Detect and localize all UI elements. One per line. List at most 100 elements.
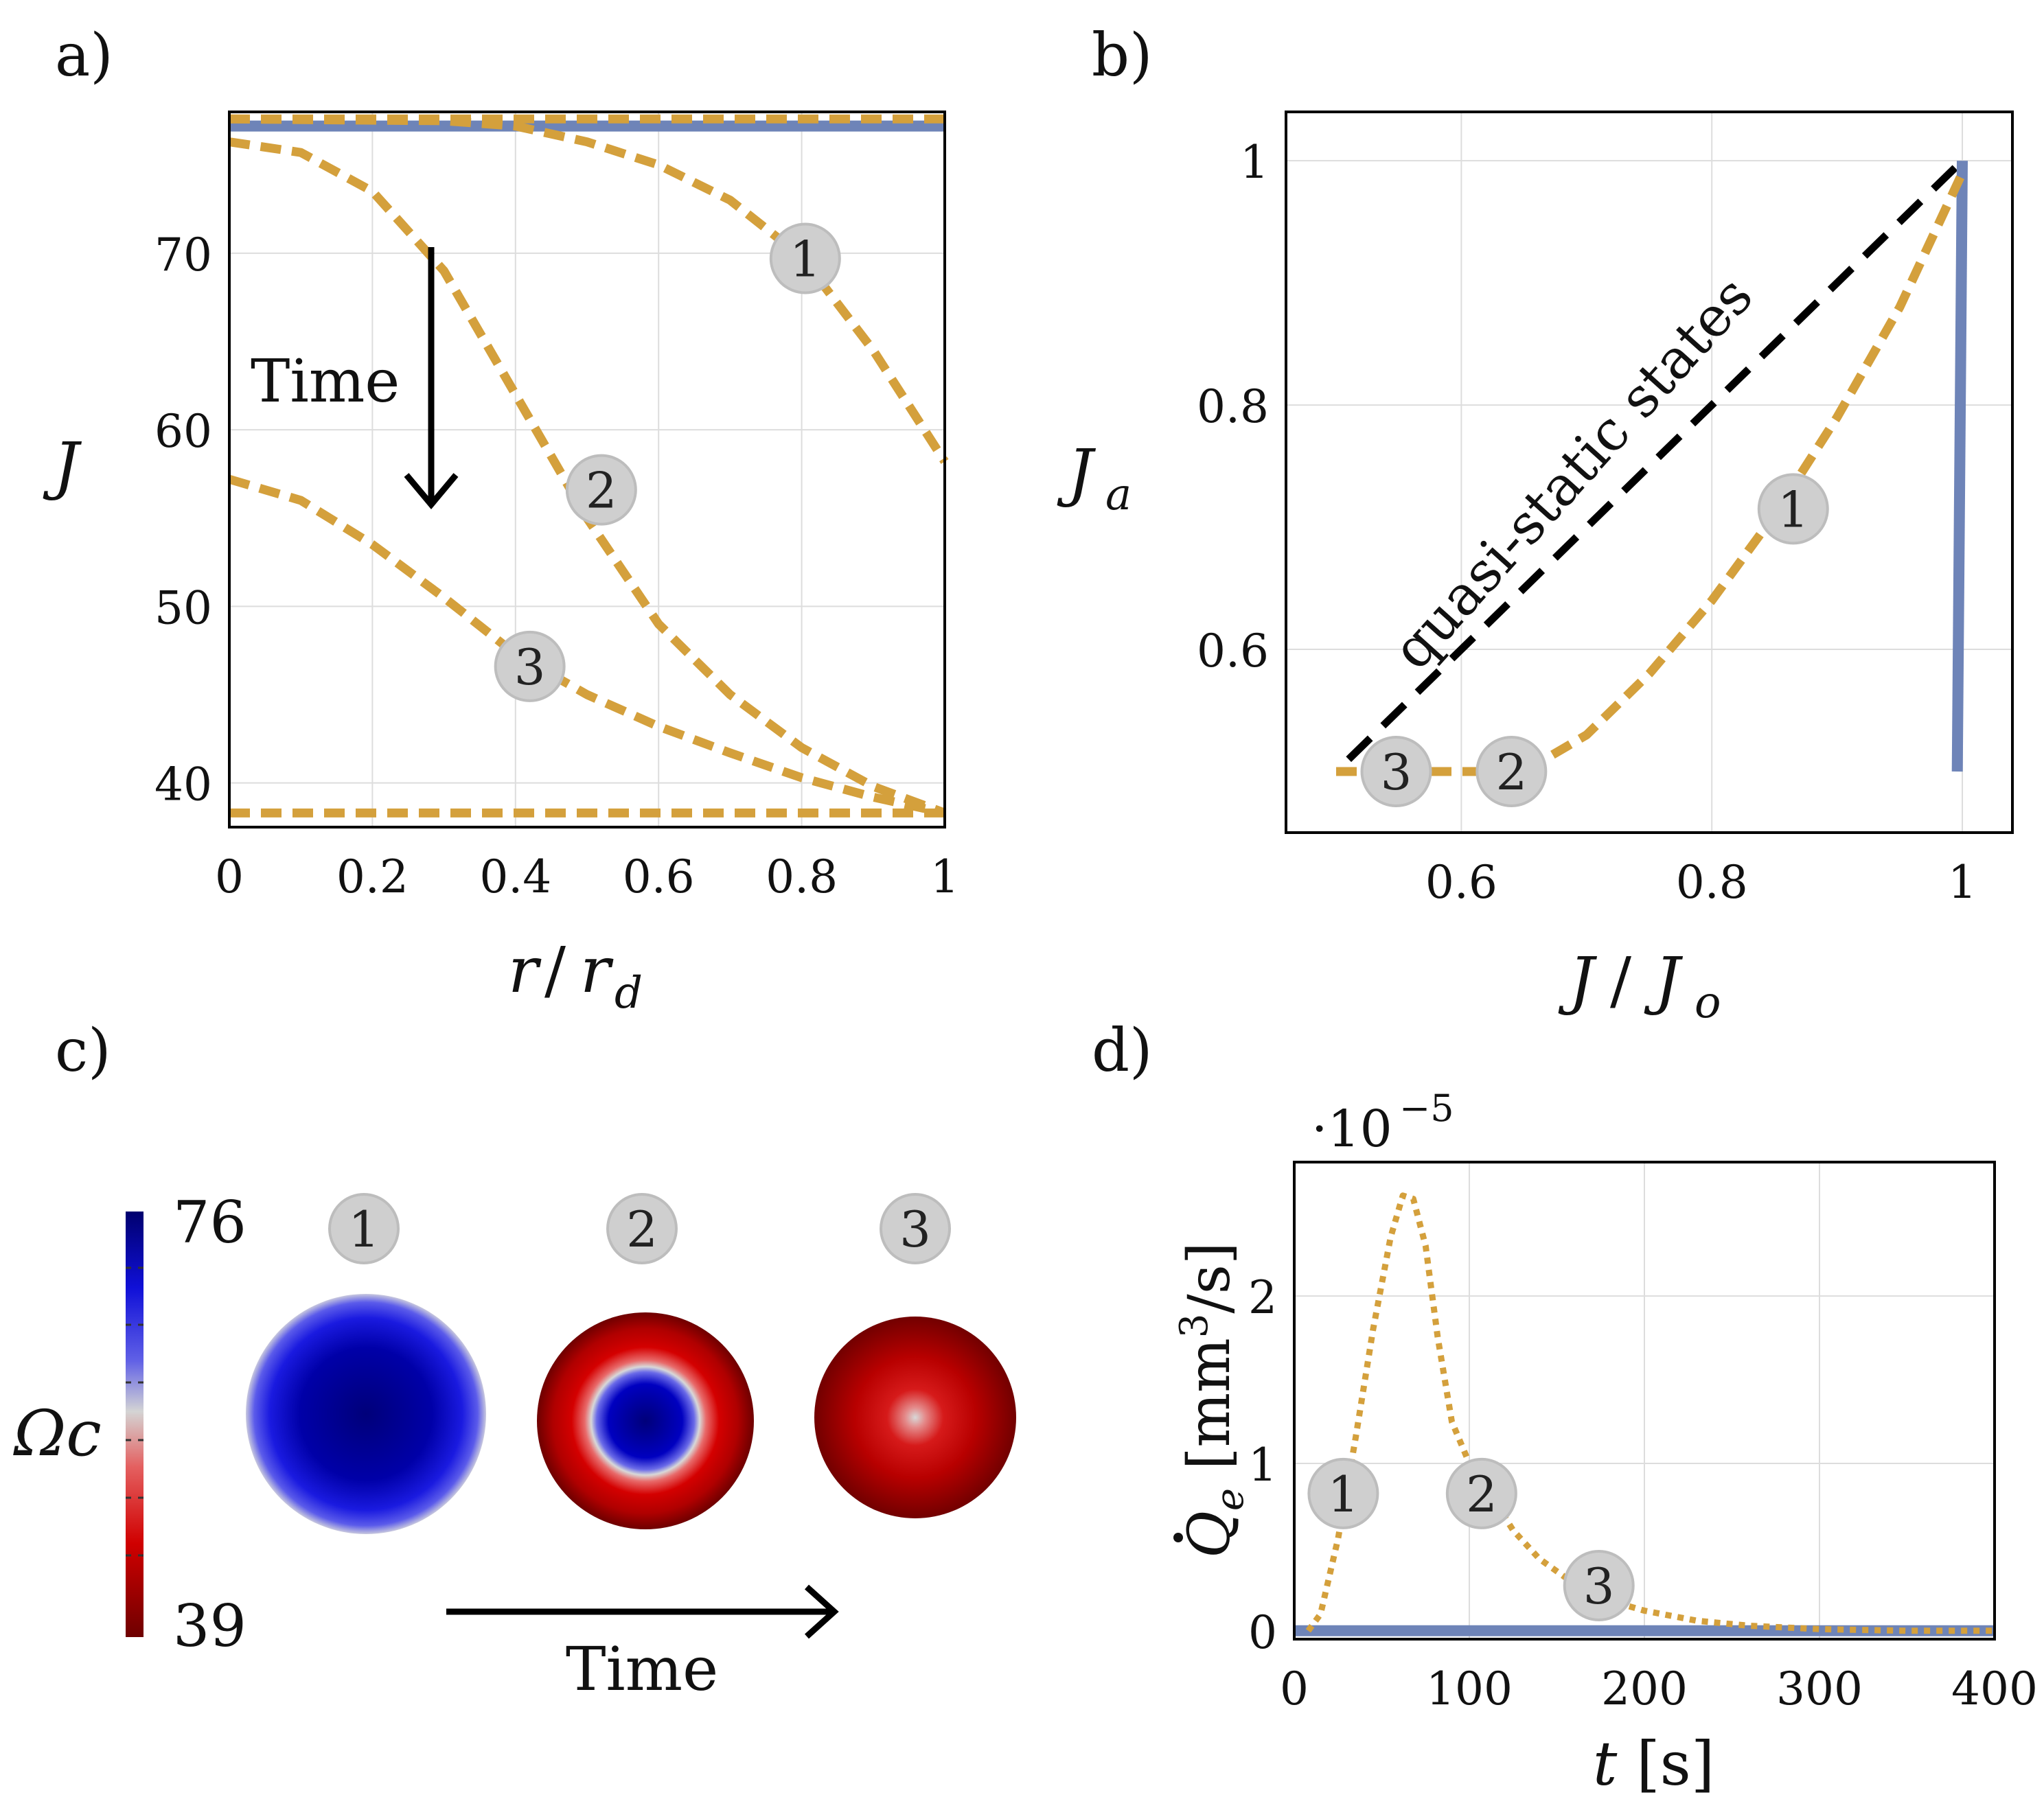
y-tick-label: 50 bbox=[154, 581, 212, 634]
x-tick-label: 0 bbox=[215, 850, 244, 903]
svg-text:a: a bbox=[1105, 470, 1132, 520]
y-tick-label: 0.8 bbox=[1197, 380, 1269, 433]
x-tick-label: 300 bbox=[1776, 1662, 1863, 1715]
state-badge-label: 2 bbox=[1495, 743, 1527, 801]
y-tick-label: 1 bbox=[1240, 136, 1269, 189]
x-tick-label: 0 bbox=[1280, 1662, 1309, 1715]
state-badge-3: 3 bbox=[1563, 1549, 1635, 1621]
state-badge-label: 2 bbox=[586, 462, 617, 520]
panel-label-d: d) bbox=[1092, 1017, 1153, 1085]
svg-text:Qe [mm3/s]: Qe [mm3/s] bbox=[1172, 1242, 1252, 1558]
panel-a-series bbox=[228, 114, 949, 818]
state-badge-label: 1 bbox=[1778, 480, 1809, 538]
state-badge-label: 2 bbox=[1466, 1465, 1497, 1523]
panel-b-xticks: 0.6 0.8 1 bbox=[1425, 856, 1977, 909]
svg-text:/: / bbox=[544, 934, 566, 1007]
panel-b-xlabel: J / J o bbox=[1558, 944, 1721, 1028]
x-tick-label: 0.8 bbox=[766, 850, 838, 903]
panel-b-quasi-static-label: quasi-static states bbox=[1380, 264, 1765, 682]
x-tick-label: 0.4 bbox=[479, 850, 551, 903]
panel-d-frame bbox=[1293, 1161, 1996, 1641]
panel-a-xticks: 0 0.2 0.4 0.6 0.8 1 bbox=[215, 850, 959, 903]
x-tick-label: 1 bbox=[1948, 856, 1977, 909]
panel-a-ylabel: J bbox=[43, 429, 82, 502]
svg-text:/: / bbox=[1610, 944, 1631, 1017]
state-badge-3: 3 bbox=[1360, 736, 1432, 808]
time-arrow-down bbox=[404, 247, 459, 510]
svg-text:r: r bbox=[508, 934, 542, 1007]
colorbar bbox=[126, 1212, 143, 1637]
x-tick-label: 0.6 bbox=[1425, 856, 1497, 909]
series-line-3 bbox=[1336, 171, 1966, 776]
state-badge-1: 1 bbox=[1307, 1457, 1379, 1529]
panel-b-series bbox=[1336, 158, 1968, 776]
svg-text:o: o bbox=[1695, 977, 1721, 1028]
time-arrow-right bbox=[446, 1584, 839, 1639]
panel-a-yticks: 40 50 60 70 bbox=[154, 229, 212, 811]
disk-state-2 bbox=[537, 1312, 754, 1529]
y-tick-label: 40 bbox=[154, 758, 212, 811]
panel-d-xticks: 0 100 200 300 400 bbox=[1280, 1662, 2038, 1715]
panel-c-badge-3: 3 bbox=[880, 1193, 951, 1264]
state-badge-1: 1 bbox=[769, 222, 841, 294]
panel-b-chart: 0.6 0.8 1 0.60.81 quasi-static states 123 … bbox=[1057, 111, 2014, 1028]
y-tick-label: 1 bbox=[1248, 1439, 1277, 1492]
panel-a-frame bbox=[228, 111, 946, 828]
x-tick-label: 0.8 bbox=[1676, 856, 1748, 909]
y-tick-label: 0 bbox=[1248, 1606, 1277, 1659]
svg-text:J: J bbox=[1558, 944, 1598, 1017]
colorbar-min: 39 bbox=[173, 1592, 246, 1660]
x-tick-label: 100 bbox=[1426, 1662, 1513, 1715]
panel-b-frame bbox=[1285, 111, 2014, 834]
panel-d-scale-factor: ·10 −5 bbox=[1311, 1087, 1454, 1159]
panel-c-heatmap: 76 39 Ωc 1 2 3 Time bbox=[13, 1189, 1016, 1704]
svg-text:−5: −5 bbox=[1399, 1087, 1454, 1130]
svg-text:J: J bbox=[1644, 944, 1684, 1017]
panel-c-time-label: Time bbox=[566, 1634, 718, 1704]
svg-text:r: r bbox=[580, 934, 614, 1007]
panel-b-yticks: 0.6 0.8 1 bbox=[1197, 136, 1269, 677]
x-tick-label: 400 bbox=[1951, 1662, 2038, 1715]
y-tick-label: 60 bbox=[154, 405, 212, 458]
panel-a-xlabel: r / r d bbox=[508, 934, 643, 1019]
state-badge-2: 2 bbox=[565, 454, 637, 526]
x-tick-label: 200 bbox=[1601, 1662, 1688, 1715]
state-badge-2: 2 bbox=[1475, 736, 1548, 808]
series-line-2 bbox=[1951, 161, 1968, 772]
svg-text:3: 3 bbox=[899, 1201, 931, 1258]
panel-c-badge-1: 1 bbox=[328, 1193, 400, 1264]
panel-label-b: b) bbox=[1092, 21, 1153, 90]
colorbar-label: Ωc bbox=[13, 1397, 102, 1470]
panel-label-c: c) bbox=[55, 1017, 111, 1085]
panel-d-chart: 0 100 200 300 400 012 ·10 −5 1 23 Qe [mm3/s] … bbox=[1172, 1087, 2038, 1799]
panel-c-badge-2: 2 bbox=[606, 1193, 678, 1264]
state-badge-label: 3 bbox=[1583, 1557, 1615, 1615]
panel-b-badges: 1 2 3 bbox=[1360, 473, 1829, 808]
series-line-2 bbox=[1305, 1192, 1995, 1634]
x-tick-label: 0.2 bbox=[336, 850, 409, 903]
panel-d-grid bbox=[1294, 1162, 1995, 1639]
x-tick-label: 0.6 bbox=[623, 850, 695, 903]
svg-text:·10: ·10 bbox=[1311, 1100, 1392, 1159]
svg-text:2: 2 bbox=[626, 1201, 658, 1258]
panel-d-ylabel: Qe [mm3/s] bbox=[1172, 1242, 1252, 1558]
disk-state-1 bbox=[246, 1294, 486, 1534]
panel-a-time-label: Time bbox=[251, 347, 400, 416]
series-line-5 bbox=[228, 474, 946, 818]
state-badge-label: 1 bbox=[1327, 1465, 1359, 1523]
state-badge-1: 1 bbox=[1757, 473, 1829, 545]
svg-text:1: 1 bbox=[348, 1201, 380, 1258]
y-tick-label: 0.6 bbox=[1197, 625, 1269, 677]
svg-text:t [s]: t [s] bbox=[1593, 1728, 1714, 1799]
panel-b-ylabel: J a bbox=[1057, 436, 1132, 520]
svg-text:d: d bbox=[615, 968, 643, 1019]
panel-b-grid bbox=[1286, 112, 2012, 833]
panel-d-badges: 1 2 3 bbox=[1307, 1457, 1635, 1621]
panel-a-badges: 1 2 3 bbox=[494, 222, 841, 702]
y-tick-label: 70 bbox=[154, 229, 212, 281]
x-tick-label: 1 bbox=[930, 850, 959, 903]
y-tick-label: 2 bbox=[1248, 1271, 1277, 1324]
state-badge-label: 3 bbox=[1381, 743, 1412, 801]
series-line-3 bbox=[229, 114, 949, 464]
